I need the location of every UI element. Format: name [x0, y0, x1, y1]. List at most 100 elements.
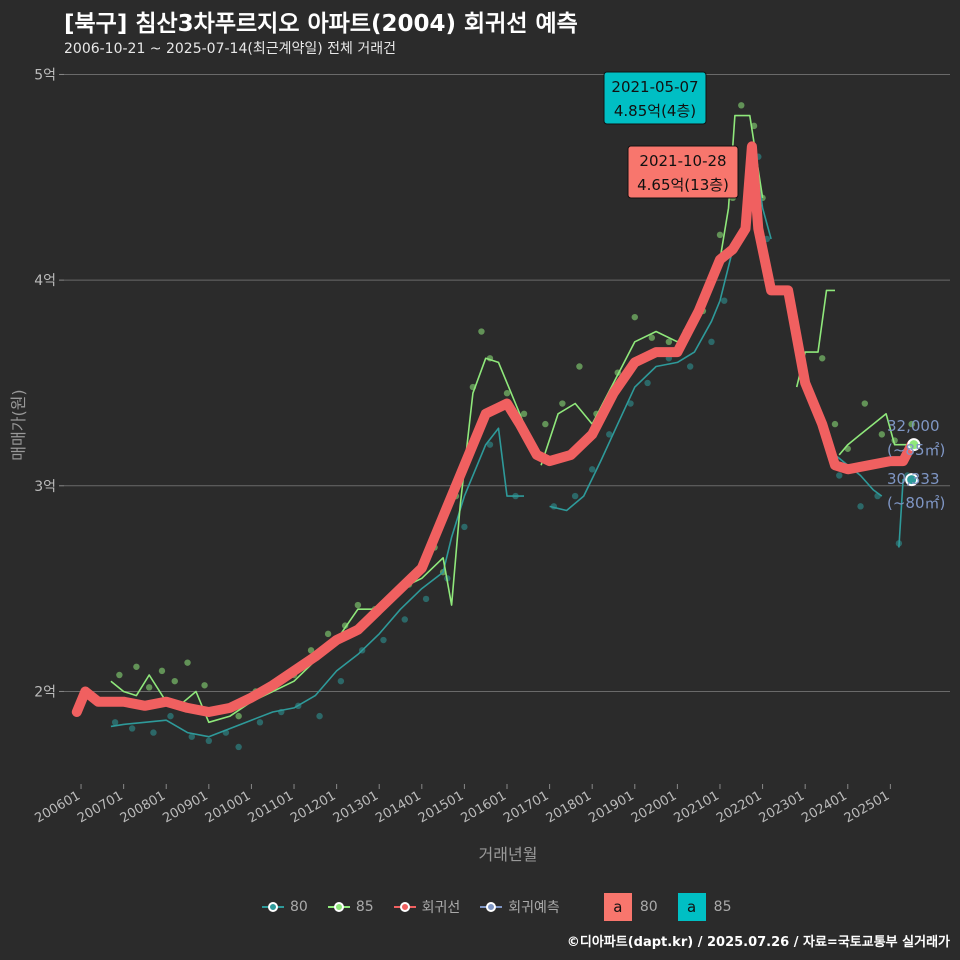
annotation-date: 2021-05-07 — [611, 78, 698, 96]
scatter-point-80 — [111, 719, 119, 726]
legend-item-85: 85 — [327, 898, 374, 916]
scatter-point-85 — [158, 667, 166, 675]
legend: 80 85 회귀선 회귀예측 a 80 a 85 — [262, 893, 751, 921]
scatter-point-80 — [588, 466, 596, 473]
scatter-point-85 — [665, 338, 673, 346]
x-tick-label: 201601 — [459, 788, 509, 826]
y-tick-label: 3억 — [34, 479, 56, 495]
scatter-point-85 — [819, 355, 826, 362]
legend-label-80: 80 — [290, 899, 308, 915]
scatter-point-80 — [686, 363, 694, 370]
scatter-point-85 — [171, 677, 178, 685]
scatter-point-80 — [857, 503, 864, 510]
annotation-box — [603, 71, 707, 125]
scatter-point-80 — [167, 712, 174, 720]
y-tick-label: 2억 — [34, 684, 56, 700]
scatter-point-80 — [571, 492, 579, 500]
scatter-point-85 — [631, 313, 638, 321]
x-axis-title: 거래년월 — [479, 845, 538, 864]
annotation-label-1: 2021-10-28 4.65억(13층) — [627, 145, 739, 199]
scatter-point-80 — [150, 729, 157, 736]
chart-subtitle: 2006-10-21 ~ 2025-07-14(최근계약일) 전체 거래건 — [64, 41, 396, 57]
series-line-80 — [834, 454, 883, 497]
scatter-point-80 — [316, 712, 323, 720]
series-line-80 — [898, 478, 912, 548]
scatter-point-85 — [576, 363, 583, 370]
scatter-point-85 — [716, 231, 724, 239]
legend-box-label-85: 85 — [713, 899, 732, 915]
forecast-marker — [905, 473, 919, 487]
legend-label-85: 85 — [355, 899, 374, 915]
scatter-point-85 — [184, 659, 191, 666]
x-tick-label: 202001 — [629, 788, 679, 826]
x-tick-label: 202401 — [799, 788, 849, 826]
legend-dot-85 — [333, 902, 344, 912]
scatter-point-80 — [205, 737, 213, 745]
scatter-point-80 — [644, 379, 651, 387]
scatter-point-80 — [461, 523, 468, 531]
x-tick-label: 200601 — [33, 788, 83, 826]
annotation-price: 4.65억(13층) — [637, 176, 729, 194]
scatter-point-80 — [836, 472, 843, 479]
scatter-point-80 — [235, 743, 242, 751]
scatter-point-85 — [116, 671, 123, 679]
scatter-point-85 — [354, 601, 362, 609]
forecast-value: 30,333 — [887, 470, 940, 488]
x-tick-label: 200901 — [160, 788, 210, 826]
scatter-point-85 — [878, 431, 886, 438]
scatter-point-80 — [422, 595, 430, 603]
x-tick-label: 200801 — [118, 788, 168, 826]
scatter-point-80 — [606, 431, 613, 438]
legend-item-regression: 회귀선 — [393, 897, 461, 917]
x-tick-label: 201101 — [246, 788, 296, 826]
x-tick-label: 202301 — [757, 788, 807, 826]
scatter-point-85 — [750, 122, 758, 130]
annotation-box — [627, 145, 739, 199]
legend-dot-forecast — [486, 902, 497, 912]
series-line-85 — [110, 357, 530, 724]
scatter-point-85 — [738, 102, 745, 109]
scatter-point-85 — [908, 420, 915, 428]
scatter-point-80 — [380, 636, 387, 644]
x-tick-label: 202501 — [842, 788, 892, 826]
regression-line — [71, 141, 917, 717]
scatter-point-85 — [520, 410, 528, 418]
legend-key-regression — [393, 898, 416, 916]
legend-key-80 — [262, 898, 284, 916]
series-line-85 — [838, 412, 912, 456]
scatter-point-80 — [256, 719, 264, 726]
scatter-point-80 — [128, 725, 136, 732]
scatter-point-80 — [708, 338, 715, 346]
annotation-price: 4.85억(4층) — [614, 102, 696, 120]
y-tick-label: 5억 — [34, 67, 56, 83]
series-line-80 — [549, 145, 772, 512]
scatter-point-80 — [486, 441, 494, 448]
scatter-point-85 — [861, 400, 869, 407]
scatter-point-85 — [503, 390, 511, 397]
legend-item-80: 80 — [262, 898, 308, 916]
y-axis-title: 매매가(원) — [9, 389, 28, 460]
x-tick-label: 201801 — [544, 788, 594, 826]
chart-title: [북구] 침산3차푸르지오 아파트(2004) 회귀선 예측 — [64, 11, 578, 37]
legend-box-85: a — [677, 893, 706, 921]
scatter-point-85 — [559, 400, 566, 407]
scatter-point-80 — [188, 733, 195, 740]
legend-box-80: a — [603, 893, 632, 921]
x-tick-label: 202201 — [714, 788, 764, 826]
x-tick-label: 201301 — [331, 788, 381, 826]
forecast-area: (~80㎡) — [887, 494, 945, 512]
x-tick-label: 201201 — [288, 788, 338, 826]
scatter-point-85 — [831, 420, 839, 428]
legend-key-85 — [327, 898, 350, 916]
scatter-point-85 — [307, 647, 315, 654]
caption: ©디아파트(dapt.kr) / 2025.07.26 / 자료=국토교통부 실… — [566, 935, 950, 950]
x-tick-label: 202101 — [671, 788, 721, 826]
series-line-80 — [110, 427, 524, 738]
x-tick-label: 201401 — [373, 788, 423, 826]
scatter-point-80 — [627, 400, 634, 407]
legend-item-forecast: 회귀예측 — [480, 897, 560, 917]
x-tick-label: 201501 — [416, 788, 466, 826]
legend-key-forecast — [480, 898, 503, 916]
legend-label-regression: 회귀선 — [421, 900, 461, 916]
